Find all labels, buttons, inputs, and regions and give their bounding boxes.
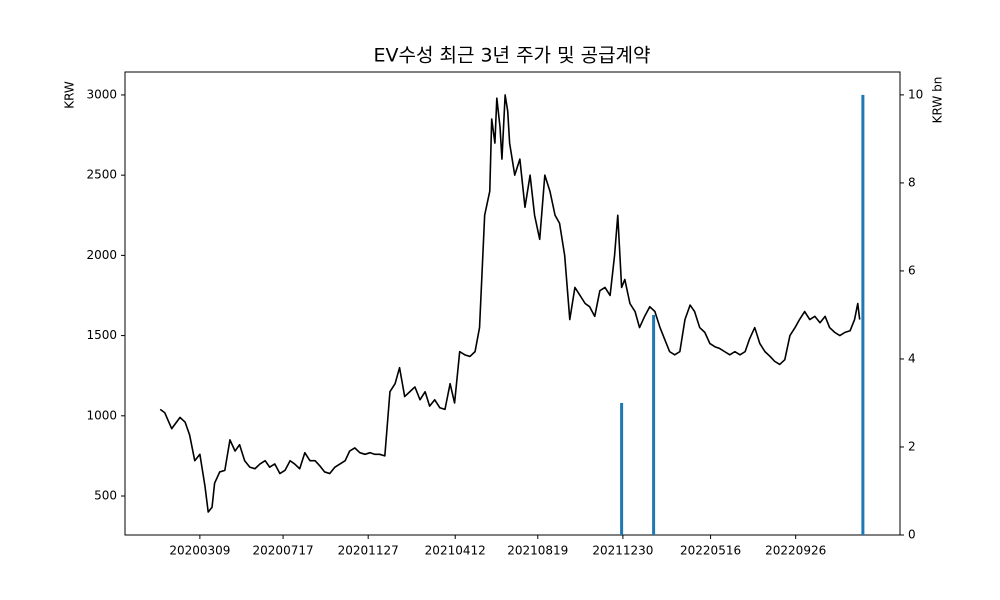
x-tick-label: 20220516 — [680, 544, 741, 558]
y2-tick-label: 6 — [908, 263, 916, 277]
y2-tick-label: 2 — [908, 439, 916, 453]
y2-axis-label: KRW bn — [931, 77, 945, 124]
y-tick-label: 1500 — [86, 328, 117, 342]
y-tick-label: 3000 — [86, 87, 117, 101]
contract-bar — [652, 314, 656, 535]
y2-tick-label: 4 — [908, 351, 916, 365]
chart-title: EV수성 최근 3년 주가 및 공급계약 — [373, 45, 650, 67]
y-tick-label: 2500 — [86, 168, 117, 182]
x-tick-label: 20200309 — [169, 544, 230, 558]
x-tick-label: 20211230 — [592, 544, 653, 558]
y-tick-label: 1000 — [86, 408, 117, 422]
y2-tick-label: 10 — [908, 87, 923, 101]
y2-tick-label: 8 — [908, 175, 916, 189]
contract-bar — [861, 94, 865, 536]
x-tick-label: 20200717 — [253, 544, 314, 558]
y2-tick-label: 0 — [908, 528, 916, 542]
x-tick-label: 20210412 — [425, 544, 486, 558]
y-tick-label: 2000 — [86, 248, 117, 262]
y-axis-label: KRW — [63, 81, 77, 109]
y-tick-label: 500 — [94, 489, 117, 503]
contract-bar — [620, 402, 624, 535]
x-tick-label: 20201127 — [338, 544, 399, 558]
plot-frame — [124, 71, 901, 536]
price-line — [159, 94, 861, 513]
x-tick-label: 20210819 — [507, 544, 568, 558]
x-tick-label: 20220926 — [765, 544, 826, 558]
